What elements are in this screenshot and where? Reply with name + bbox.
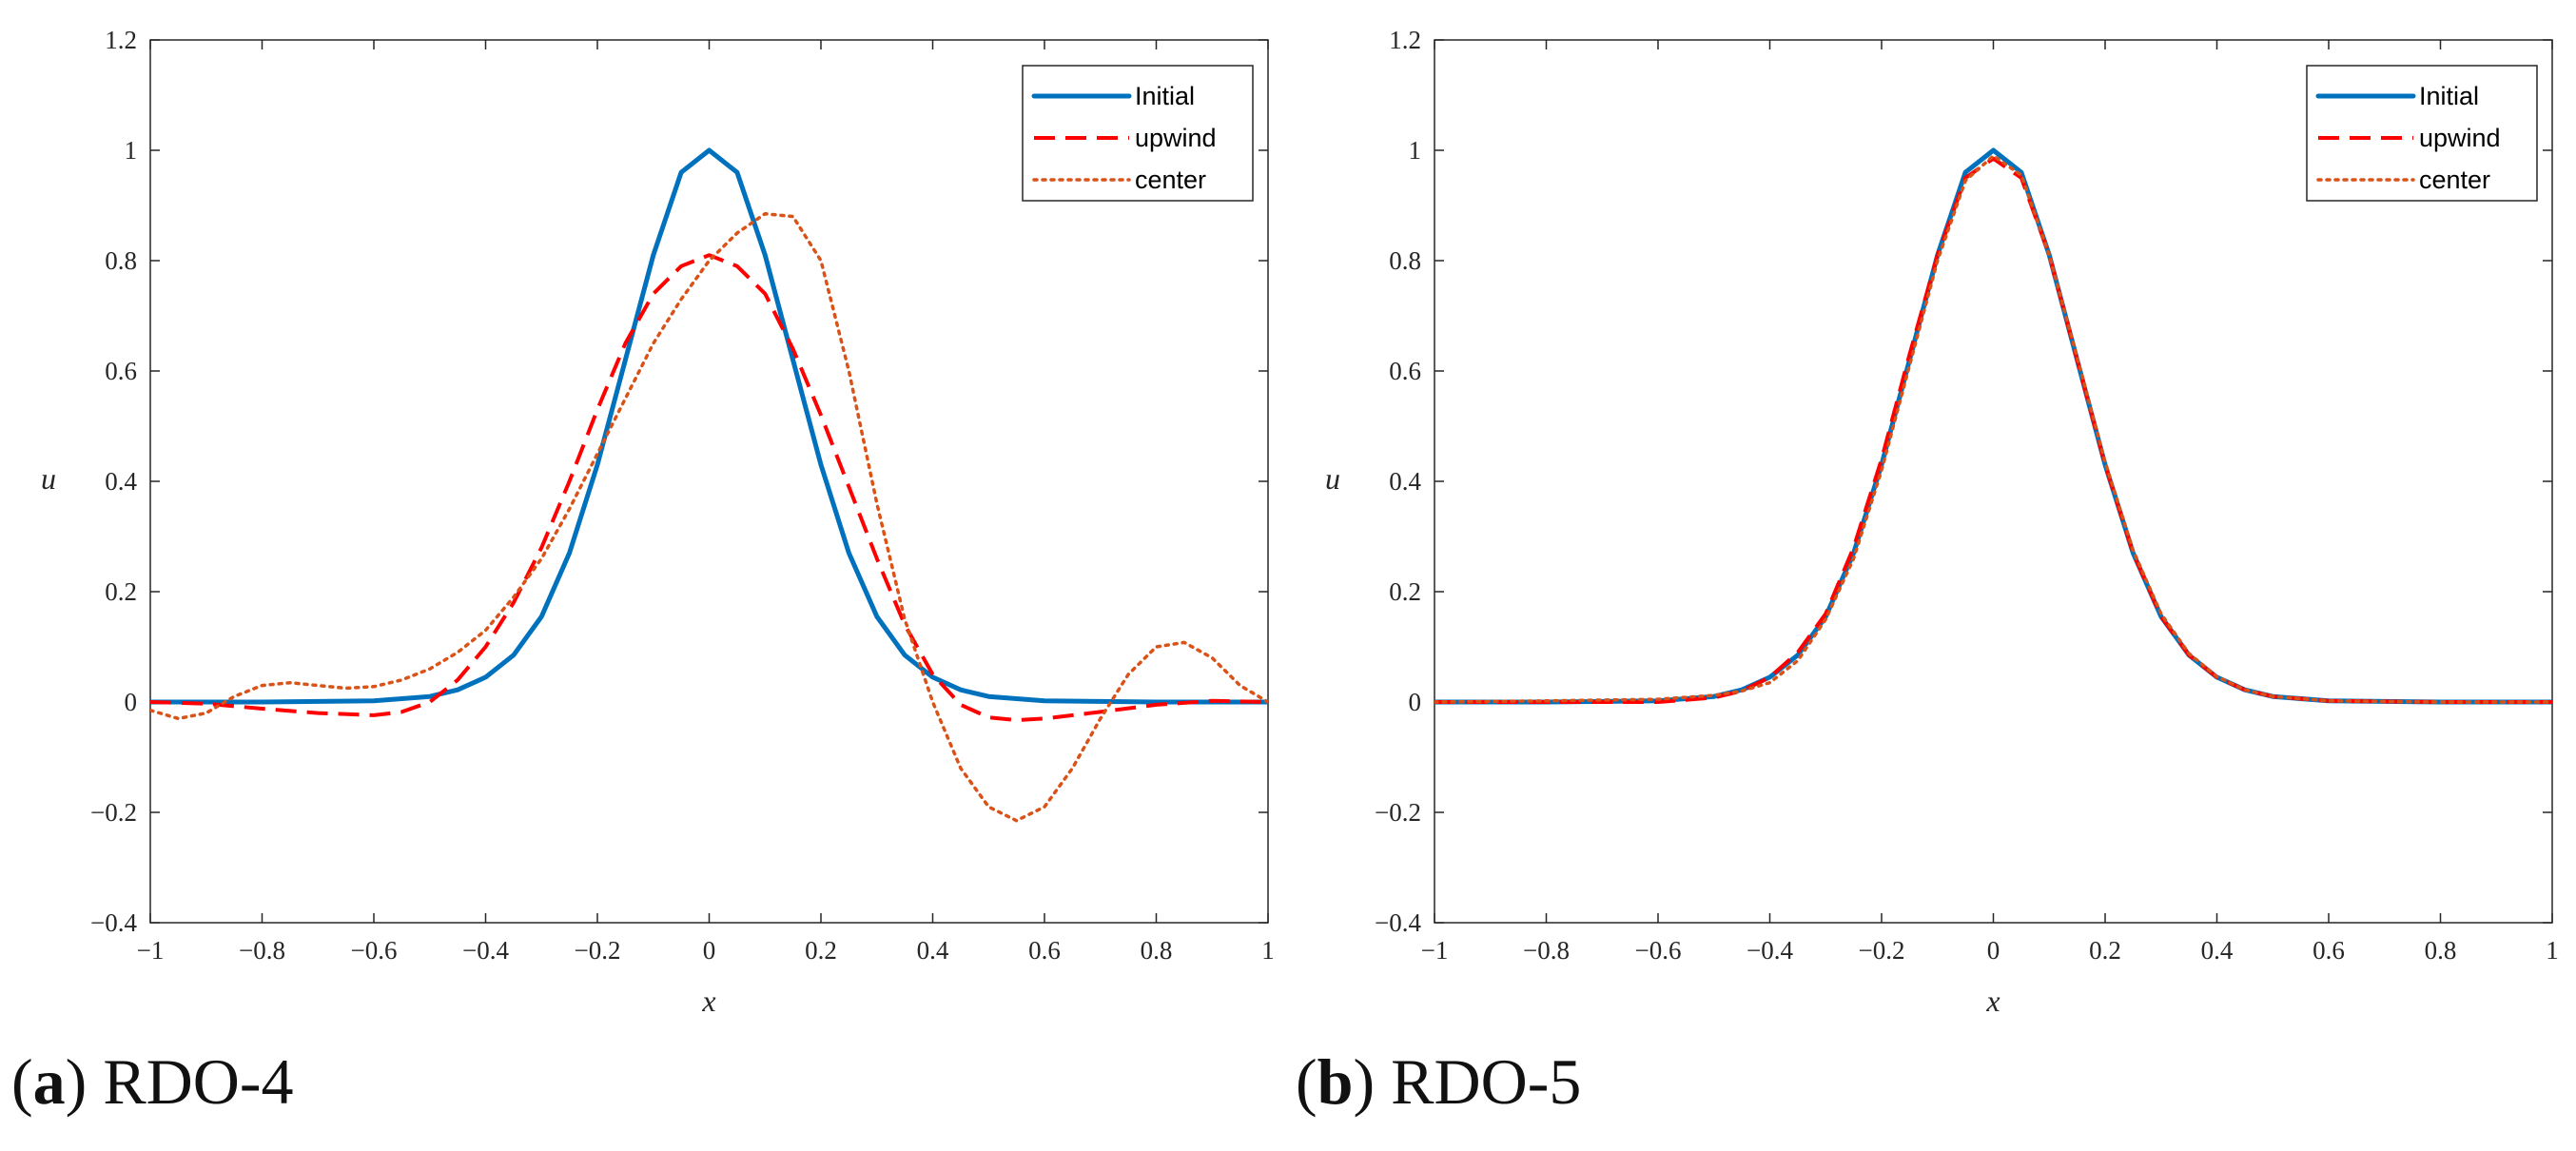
y-tick-label: 1 (125, 136, 138, 165)
caption-label: a (32, 1045, 66, 1118)
series-line-center (1434, 154, 2552, 704)
y-axis-label: u (41, 461, 56, 496)
legend-label: upwind (2419, 124, 2501, 152)
series-line-upwind (1434, 156, 2552, 704)
x-tick-label: 0.8 (1141, 936, 1173, 965)
caption-title: RDO-5 (1391, 1045, 1582, 1118)
y-tick-label: 1.2 (1389, 26, 1421, 54)
x-tick-label: 0.8 (2425, 936, 2457, 965)
x-tick-label: −0.2 (575, 936, 621, 965)
x-tick-label: −0.4 (1747, 936, 1793, 965)
caption-label: b (1317, 1045, 1354, 1118)
y-tick-label: 0 (1409, 688, 1422, 716)
legend-label: Initial (1135, 82, 1195, 110)
x-tick-label: 1 (2546, 936, 2559, 965)
x-tick-label: −0.8 (1523, 936, 1570, 965)
chart-rdo-5: −1 −0.8 −0.6 −0.4 −0.2 0 0.2 0.4 0.6 0.8 1 −0.4 −0.2… (1325, 26, 2559, 1018)
legend-label: center (1135, 166, 1206, 194)
x-tick-label: 0.2 (805, 936, 837, 965)
x-tick-label: −0.4 (462, 936, 509, 965)
y-tick-label: 0.6 (1389, 357, 1421, 385)
x-tick-label: −0.6 (351, 936, 398, 965)
x-axis-label: x (701, 984, 715, 1018)
x-tick-label: −1 (137, 936, 165, 965)
x-tick-label: 0.2 (2089, 936, 2121, 965)
x-tick-label: −0.2 (1859, 936, 1905, 965)
series-line-initial (150, 147, 1268, 705)
y-tick-label: 0.4 (105, 467, 137, 496)
x-tick-label: 0 (1987, 936, 2000, 965)
legend: Initial upwind center (1022, 65, 1254, 202)
y-tick-label: 0 (125, 688, 138, 716)
x-tick-label: 0.4 (2201, 936, 2234, 965)
y-axis-label: u (1325, 461, 1340, 496)
x-tick-label: −0.6 (1635, 936, 1682, 965)
x-tick-label: 0 (703, 936, 716, 965)
legend-label: upwind (1135, 124, 1217, 152)
y-tick-label: 0.6 (105, 357, 137, 385)
x-tick-label: 0.4 (917, 936, 949, 965)
x-tick-label: 0.6 (1028, 936, 1061, 965)
series-line-upwind (150, 253, 1268, 723)
y-tick-label: 0.2 (1389, 577, 1421, 606)
y-tick-label: 0.2 (105, 577, 137, 606)
y-tick-label: −0.4 (90, 908, 137, 937)
legend-label: Initial (2419, 82, 2479, 110)
y-tick-label: 0.4 (1389, 467, 1421, 496)
y-tick-label: 0.8 (105, 246, 137, 275)
y-tick-label: −0.2 (90, 798, 137, 827)
x-tick-label: −1 (1421, 936, 1449, 965)
caption-rdo-5: (b) RDO-5 (1296, 1045, 1582, 1118)
chart-rdo-4: −1 −0.8 −0.6 −0.4 −0.2 0 0.2 0.4 0.6 0.8 1 −0.4 −0.2… (41, 26, 1275, 1018)
caption-title: RDO-4 (103, 1045, 294, 1118)
x-tick-label: 1 (1261, 936, 1275, 965)
x-tick-label: −0.8 (239, 936, 285, 965)
caption-rdo-4: (a) RDO-4 (11, 1045, 294, 1118)
x-axis-label: x (1985, 984, 2000, 1018)
legend: Initial upwind center (2306, 65, 2538, 202)
y-tick-label: 1 (1409, 136, 1422, 165)
legend-label: center (2419, 166, 2490, 194)
y-tick-label: 1.2 (105, 26, 137, 54)
x-tick-label: 0.6 (2313, 936, 2345, 965)
y-tick-label: −0.2 (1375, 798, 1421, 827)
y-tick-label: −0.4 (1375, 908, 1421, 937)
y-tick-label: 0.8 (1389, 246, 1421, 275)
